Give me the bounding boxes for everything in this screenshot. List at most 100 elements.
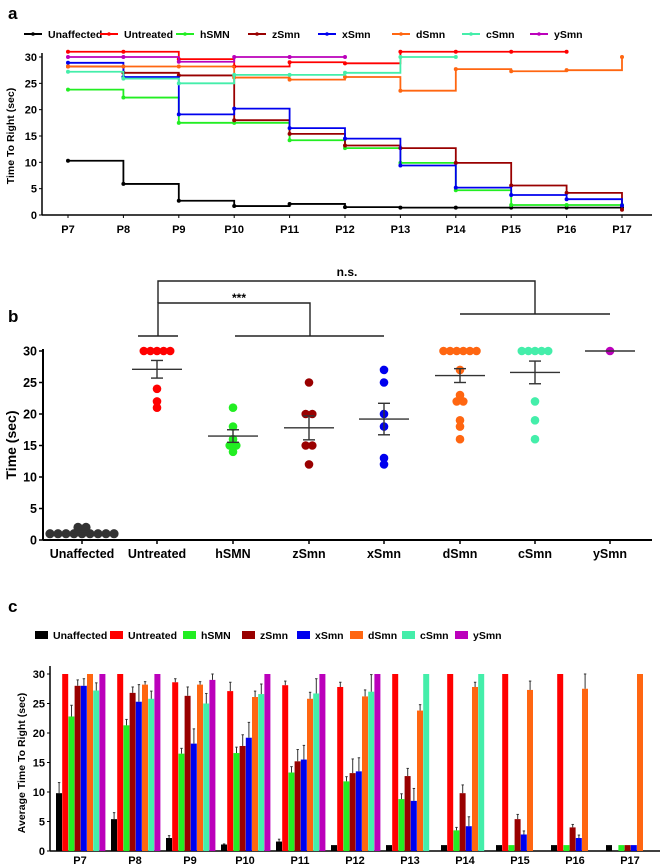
data-point — [343, 70, 347, 75]
data-point — [121, 181, 126, 186]
bar-untreated — [62, 674, 69, 851]
bar-untreated — [502, 674, 509, 851]
bar-csmn — [148, 698, 155, 851]
y-tick-label: 10 — [23, 471, 37, 485]
legend-label-zsmn: zSmn — [260, 630, 288, 642]
panel-b-scatter-chart: 0 5 10 15 20 25 30 Unaffected Untreated hSMN zSmn x… — [3, 265, 652, 561]
annotation-ns: n.s. — [337, 265, 358, 279]
data-point — [398, 163, 403, 168]
data-point — [152, 384, 162, 394]
data-point — [287, 138, 292, 143]
y-tick-label: 25 — [23, 376, 37, 390]
bar-unaffected — [441, 845, 447, 851]
legend-swatch-xsmn — [297, 631, 310, 639]
data-point — [455, 422, 465, 431]
bar-ysmn — [319, 674, 326, 851]
data-point — [146, 346, 155, 356]
step-line-ysmn — [68, 56, 345, 63]
legend-label-untreated: Untreated — [124, 29, 173, 41]
bar-hsmn — [563, 845, 570, 851]
group-csmn — [510, 346, 560, 444]
bar-zsmn — [239, 745, 246, 851]
bar-unaffected — [331, 845, 337, 851]
data-point — [165, 346, 175, 356]
data-point — [61, 529, 71, 539]
data-point — [121, 95, 126, 100]
data-point — [101, 529, 111, 539]
bar-xsmn — [410, 800, 417, 851]
legend-label-untreated: Untreated — [128, 630, 177, 642]
data-point — [509, 69, 514, 74]
bar-untreated — [392, 674, 399, 851]
data-point — [343, 75, 347, 80]
legend-item-csmn: cSmn — [402, 630, 449, 642]
bar-hsmn — [398, 799, 405, 851]
data-point — [543, 346, 553, 356]
legend-marker-hsmn — [183, 32, 187, 36]
bar-group-p7 — [56, 674, 106, 851]
data-point — [152, 403, 162, 413]
bar-xsmn — [135, 701, 142, 851]
bar-group-p17 — [606, 674, 643, 851]
data-point — [343, 136, 347, 141]
panel-label-b: b — [8, 307, 18, 326]
data-point — [176, 64, 181, 69]
legend-item-csmn: cSmn — [462, 29, 515, 41]
bar-hsmn — [288, 772, 295, 851]
series-xsmn — [66, 60, 624, 208]
y-tick-label: 15 — [23, 439, 37, 453]
legend-item-untreated: Untreated — [100, 29, 173, 41]
y-tick-label: 0 — [30, 534, 37, 548]
x-tick-label: P12 — [335, 224, 355, 236]
data-point — [537, 346, 546, 356]
data-point — [228, 447, 238, 457]
group-ysmn — [585, 346, 635, 356]
x-tick-label: ySmn — [593, 547, 627, 561]
step-line-untreated — [68, 50, 567, 68]
data-point — [620, 207, 624, 212]
bar-xsmn — [520, 834, 527, 851]
y-tick-label: 20 — [23, 408, 37, 422]
data-point — [287, 131, 292, 136]
data-point — [301, 441, 311, 450]
x-tick-label: P7 — [61, 224, 74, 236]
data-point — [304, 378, 314, 387]
data-point — [398, 49, 403, 54]
data-point — [398, 88, 403, 93]
data-point — [517, 346, 527, 356]
bar-xsmn — [300, 759, 307, 851]
data-point — [121, 55, 126, 59]
bar-dsmn — [527, 689, 533, 851]
x-tick-label: xSmn — [367, 547, 401, 561]
bar-dsmn — [197, 684, 203, 851]
bracket-stars — [157, 302, 311, 336]
y-tick-label: 10 — [33, 787, 45, 799]
x-tick-label: P8 — [128, 855, 141, 865]
legend-item-ysmn: ySmn — [530, 29, 583, 41]
data-point — [287, 60, 292, 65]
data-point — [225, 441, 234, 450]
bar-hsmn — [453, 830, 460, 851]
data-point — [232, 441, 241, 450]
y-tick-label: 20 — [25, 105, 37, 117]
data-point — [343, 55, 347, 59]
data-point — [445, 346, 455, 356]
data-point — [379, 453, 389, 463]
bar-group-p9 — [166, 673, 216, 851]
bar-group-p15 — [496, 674, 533, 851]
data-point — [379, 378, 389, 387]
data-point — [45, 529, 55, 539]
bar-hsmn — [68, 716, 75, 851]
data-point — [66, 158, 70, 163]
data-point — [121, 76, 126, 81]
x-tick-label: P13 — [400, 855, 420, 865]
data-point — [93, 529, 103, 539]
bar-dsmn — [87, 674, 93, 851]
data-point — [530, 434, 540, 444]
bar-hsmn — [123, 725, 130, 851]
bar-unaffected — [606, 845, 612, 851]
bar-zsmn — [74, 685, 81, 851]
bar-unaffected — [56, 793, 62, 851]
x-tick-label: cSmn — [518, 547, 552, 561]
